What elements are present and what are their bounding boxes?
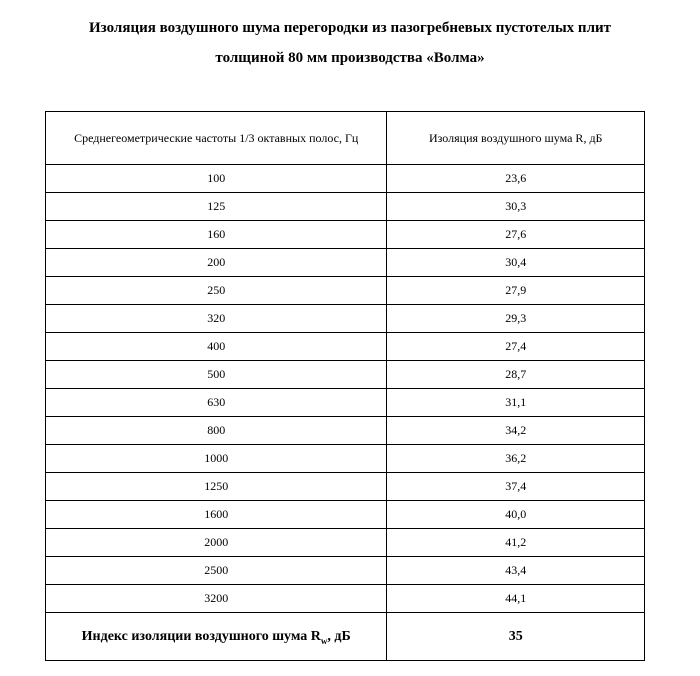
- frequency-cell: 125: [44, 192, 388, 221]
- table-row: 500 28,7: [44, 360, 645, 389]
- insulation-cell: 34,2: [386, 416, 645, 445]
- frequency-cell: 200: [44, 248, 388, 277]
- table-footer-row: Индекс изоляции воздушного шума Rw, дБ 3…: [44, 612, 645, 661]
- frequency-cell: 1250: [44, 472, 388, 501]
- table-row: 125 30,3: [44, 192, 645, 221]
- table-row: 160 27,6: [44, 220, 645, 249]
- insulation-cell: 28,7: [386, 360, 645, 389]
- insulation-cell: 27,9: [386, 276, 645, 305]
- insulation-table: Среднегеометрические частоты 1/3 октавны…: [44, 111, 645, 661]
- footer-label-main: Индекс изоляции воздушного шума R: [81, 628, 321, 644]
- frequency-cell: 2000: [44, 528, 388, 557]
- insulation-cell: 30,4: [386, 248, 645, 277]
- table-row: 3200 44,1: [44, 584, 645, 613]
- insulation-cell: 43,4: [386, 556, 645, 585]
- insulation-cell: 37,4: [386, 472, 645, 501]
- table-row: 250 27,9: [44, 276, 645, 305]
- frequency-cell: 250: [44, 276, 388, 305]
- table-row: 100 23,6: [44, 164, 645, 193]
- frequency-cell: 160: [44, 220, 388, 249]
- insulation-cell: 40,0: [386, 500, 645, 529]
- insulation-cell: 23,6: [386, 164, 645, 193]
- insulation-cell: 31,1: [386, 388, 645, 417]
- page-title-line-1: Изоляция воздушного шума перегородки из …: [89, 20, 611, 36]
- frequency-cell: 800: [44, 416, 388, 445]
- frequency-cell: 1000: [44, 444, 388, 473]
- table-row: 1600 40,0: [44, 500, 645, 529]
- footer-label-cell: Индекс изоляции воздушного шума Rw, дБ: [44, 612, 388, 661]
- header-cell-insulation: Изоляция воздушного шума R, дБ: [386, 111, 645, 165]
- table-header-row: Среднегеометрические частоты 1/3 октавны…: [44, 111, 645, 165]
- frequency-cell: 100: [44, 164, 388, 193]
- frequency-cell: 2500: [44, 556, 388, 585]
- frequency-cell: 500: [44, 360, 388, 389]
- frequency-cell: 1600: [44, 500, 388, 529]
- page-title-line-2: толщиной 80 мм производства «Волма»: [215, 50, 485, 66]
- table-row: 2500 43,4: [44, 556, 645, 585]
- table-row: 2000 41,2: [44, 528, 645, 557]
- insulation-cell: 29,3: [386, 304, 645, 333]
- insulation-cell: 36,2: [386, 444, 645, 473]
- frequency-cell: 3200: [44, 584, 388, 613]
- insulation-cell: 27,4: [386, 332, 645, 361]
- frequency-cell: 400: [44, 332, 388, 361]
- table-row: 1250 37,4: [44, 472, 645, 501]
- insulation-cell: 44,1: [386, 584, 645, 613]
- table-row: 1000 36,2: [44, 444, 645, 473]
- insulation-cell: 27,6: [386, 220, 645, 249]
- page-title: Изоляция воздушного шума перегородки из …: [0, 0, 700, 73]
- footer-value-cell: 35: [386, 612, 645, 661]
- footer-label-subscript: w: [320, 635, 328, 646]
- insulation-cell: 30,3: [386, 192, 645, 221]
- insulation-cell: 41,2: [386, 528, 645, 557]
- table-row: 630 31,1: [44, 388, 645, 417]
- footer-label-suffix: , дБ: [327, 628, 351, 644]
- header-cell-frequency: Среднегеометрические частоты 1/3 октавны…: [44, 111, 388, 165]
- table-row: 800 34,2: [44, 416, 645, 445]
- table-row: 400 27,4: [44, 332, 645, 361]
- table-row: 200 30,4: [44, 248, 645, 277]
- table-row: 320 29,3: [44, 304, 645, 333]
- frequency-cell: 630: [44, 388, 388, 417]
- frequency-cell: 320: [44, 304, 388, 333]
